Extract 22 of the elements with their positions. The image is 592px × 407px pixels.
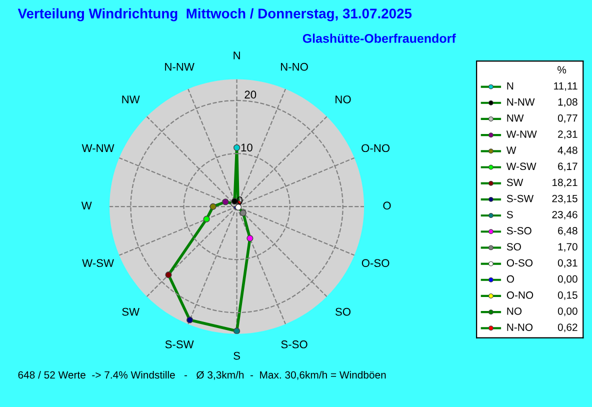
spoke-label: W-NW [82,144,114,152]
text: 648 / 52 Werte -> 7.4% Windstille - Ø 3,3km/h - Max. 30,6km/h = Windböen [18,370,386,380]
spoke-label: O-NO [362,144,390,152]
y-tick-label: 0 [237,196,243,204]
spoke-label: SW [122,308,140,316]
spoke-label: N [234,52,240,60]
spoke-label: NW [122,96,140,104]
spoke-label: N-NO [280,62,308,71]
spoke-label: W-SW [82,259,114,268]
y-tick-label: 10 [241,144,252,152]
spoke-label: O-SO [362,259,390,268]
chart-title: Verteilung Windrichtung Mittwoch / Donnerstag, 31.07.2025 [18,8,412,22]
spoke-label: NO [336,95,351,104]
y-tick-label: 20 [244,90,256,99]
chart-subtitle: Glashütte-Oberfrauendorf [302,34,456,43]
spoke-label: SO [335,308,350,316]
spoke-label: W [81,202,92,210]
spoke-label: S [234,352,240,360]
spoke-label: S-SO [281,340,308,348]
spoke-label: O [383,202,391,210]
spoke-label: N-NW [165,63,194,71]
spoke-label: S-SW [165,340,194,348]
